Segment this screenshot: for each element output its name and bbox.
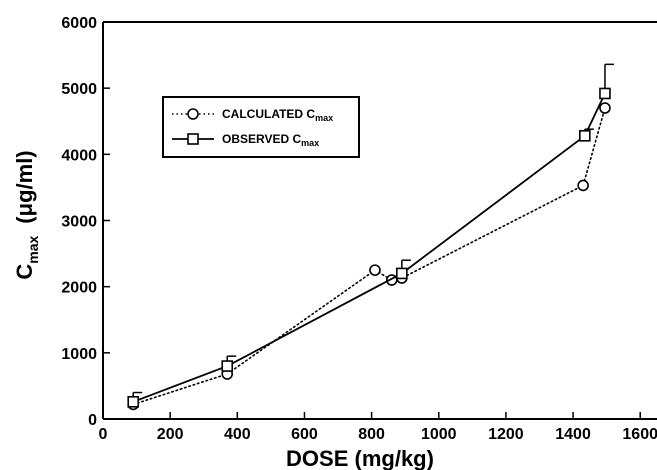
x-tick-label: 400 bbox=[224, 426, 251, 443]
x-axis-title: DOSE (mg/kg) bbox=[286, 446, 434, 470]
x-tick-label: 1600 bbox=[622, 426, 657, 443]
legend-marker-calculated bbox=[187, 108, 199, 120]
x-tick-label: 1000 bbox=[421, 426, 457, 443]
series-layer bbox=[127, 63, 614, 411]
y-tick-label: 5000 bbox=[61, 81, 97, 98]
legend-marker-observed bbox=[187, 133, 199, 145]
legend-label-observed: OBSERVED Cmax bbox=[222, 132, 319, 148]
y-axis-title-rest: (μg/ml) bbox=[12, 150, 37, 223]
y-tick-label: 0 bbox=[88, 412, 97, 429]
y-axis-title-main: C bbox=[12, 264, 37, 280]
y-axis-title-sub: max bbox=[25, 236, 41, 264]
axes: 0 200 400 600 800 1000 1200 1400 1600 0 1000 2000 30… bbox=[61, 15, 657, 443]
svg-text:Cmax(μg/ml): Cmax (μg/ml) bbox=[12, 150, 41, 279]
legend: CALCULATED Cmax OBSERVED Cmax bbox=[162, 96, 360, 158]
y-tick-label: 4000 bbox=[61, 147, 97, 164]
y-tick-label: 6000 bbox=[61, 15, 97, 32]
data-point-square bbox=[127, 395, 140, 408]
x-tick-label: 600 bbox=[291, 426, 318, 443]
data-point-square bbox=[396, 267, 408, 280]
data-point-circle bbox=[599, 102, 611, 114]
y-tick-label: 3000 bbox=[61, 214, 97, 231]
series-observed bbox=[127, 63, 614, 408]
data-point-square bbox=[579, 130, 591, 142]
y-tick-label: 1000 bbox=[61, 346, 97, 363]
data-point-square bbox=[599, 87, 611, 100]
data-point-circle bbox=[369, 264, 381, 276]
y-axis-title: Cmax (μg/ml) bbox=[12, 150, 41, 279]
data-point-circle bbox=[577, 179, 589, 192]
y-tick-label: 2000 bbox=[61, 280, 97, 297]
series-calculated bbox=[127, 102, 611, 411]
x-tick-label: 800 bbox=[358, 426, 385, 443]
legend-label-calculated: CALCULATED Cmax bbox=[222, 107, 333, 123]
data-point-square bbox=[221, 360, 234, 372]
x-tick-label: 1400 bbox=[555, 426, 591, 443]
x-tick-label: 1200 bbox=[488, 426, 524, 443]
x-tick-label: 200 bbox=[157, 426, 184, 443]
x-tick-label: 0 bbox=[99, 426, 108, 443]
legend-box bbox=[162, 96, 360, 158]
